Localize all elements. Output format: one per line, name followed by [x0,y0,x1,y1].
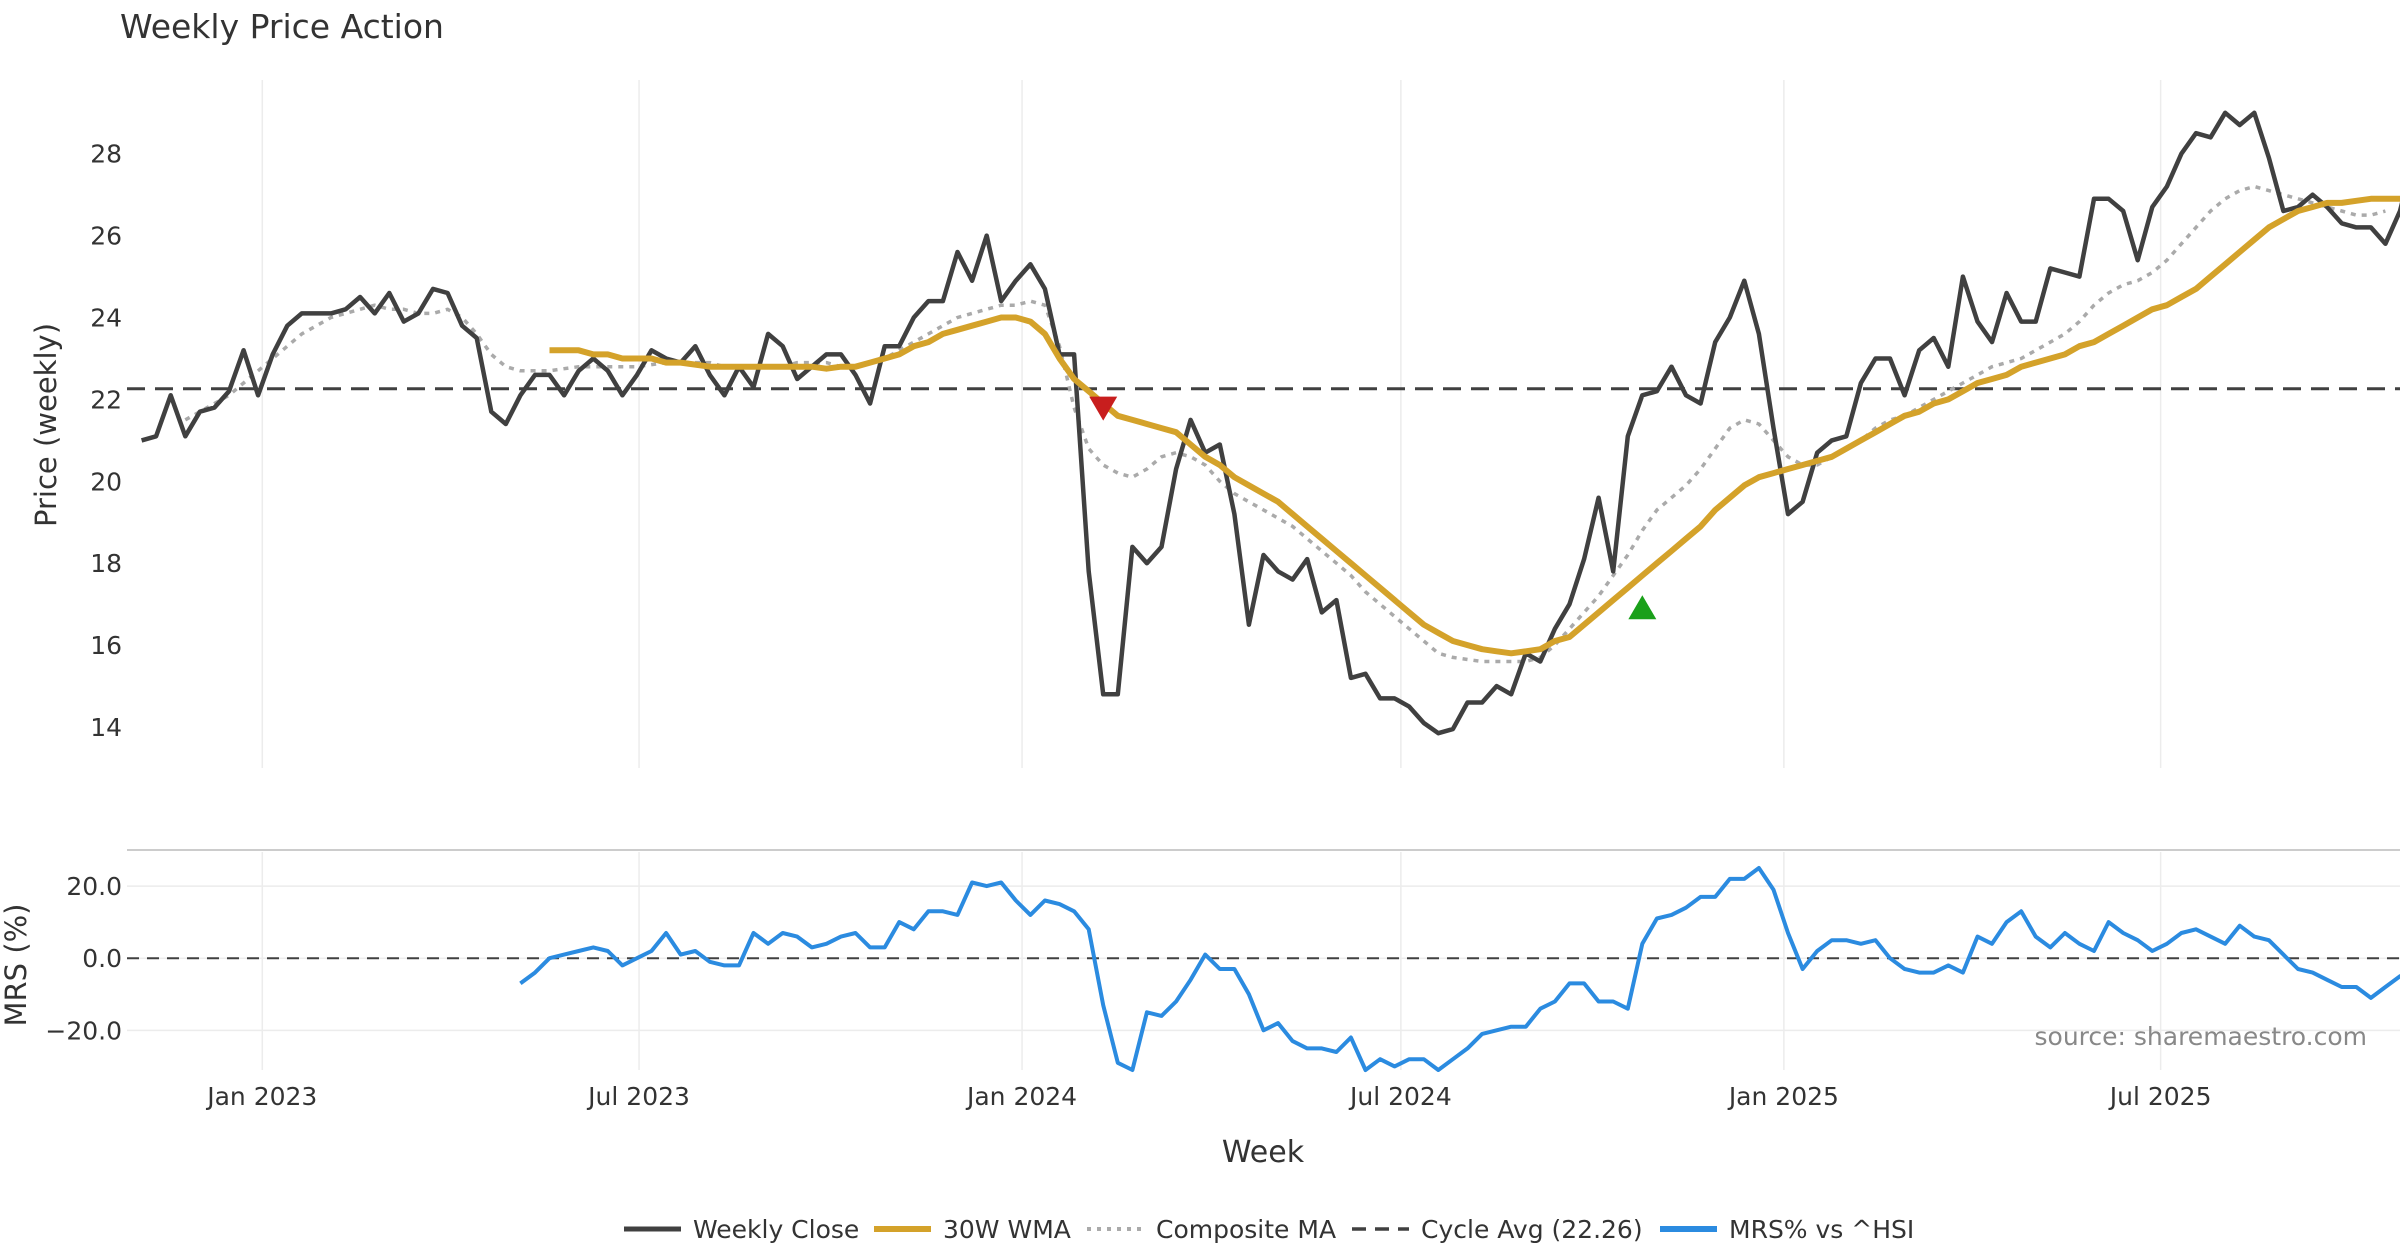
x-ticks: Jan 2023 Jul 2023 Jan 2024 Jul 2024 Jan 2025… [205,1082,2211,1111]
price-y-tick-label: 14 [90,713,122,742]
price-y-tick-label: 22 [90,385,122,414]
legend-weekly-close: Weekly Close [624,1215,859,1244]
mrs-y-axis-label: MRS (%) [0,904,33,1027]
price-y-tick-label: 26 [90,222,122,251]
price-y-tick-label: 24 [90,304,122,333]
legend-label: Cycle Avg (22.26) [1421,1215,1643,1244]
x-tick-label: Jan 2024 [965,1082,1077,1111]
legend-label: MRS% vs ^HSI [1729,1215,1914,1244]
buy-signal-marker [1628,595,1657,620]
chart-legend: Weekly Close 30W WMA Composite MA Cycle Avg… [624,1215,1914,1244]
price-y-axis-label: Price (weekly) [29,323,63,527]
x-tick-label: Jul 2025 [2108,1082,2212,1111]
signal-markers [1089,396,1657,620]
price-y-tick-label: 16 [90,631,122,660]
legend-label: Composite MA [1156,1215,1336,1244]
x-tick-label: Jan 2023 [205,1082,317,1111]
composite-ma-line [184,184,2386,664]
weekly-close-line [140,110,2400,736]
legend-wma-30w: 30W WMA [874,1215,1071,1244]
x-tick-label: Jul 2024 [1348,1082,1452,1111]
legend-composite-ma: Composite MA [1087,1215,1336,1244]
mrs-y-tick-label: 20.0 [66,872,122,901]
price-y-ticks: 14 16 18 20 22 24 26 28 [90,140,122,742]
mrs-grid [127,852,2400,1070]
mrs-line [519,866,2400,1072]
legend-label: 30W WMA [943,1215,1071,1244]
chart-title: Weekly Price Action [120,7,444,46]
price-y-tick-label: 18 [90,549,122,578]
sell-signal-marker [1089,396,1118,421]
x-tick-label: Jul 2023 [586,1082,690,1111]
mrs-y-tick-label: −20.0 [45,1016,122,1045]
mrs-y-tick-label: 0.0 [82,944,122,973]
legend-cycle-avg: Cycle Avg (22.26) [1352,1215,1643,1244]
legend-label: Weekly Close [693,1215,859,1244]
source-credit: source: sharemaestro.com [2035,1022,2368,1051]
price-grid [261,80,2162,768]
price-y-tick-label: 20 [90,467,122,496]
mrs-y-ticks: 20.0 0.0 −20.0 [45,872,122,1045]
price-y-tick-label: 28 [90,140,122,169]
legend-mrs: MRS% vs ^HSI [1660,1215,1914,1244]
x-axis-label: Week [1222,1135,1305,1170]
x-tick-label: Jan 2025 [1727,1082,1839,1111]
wma-30w-line [549,195,2400,657]
